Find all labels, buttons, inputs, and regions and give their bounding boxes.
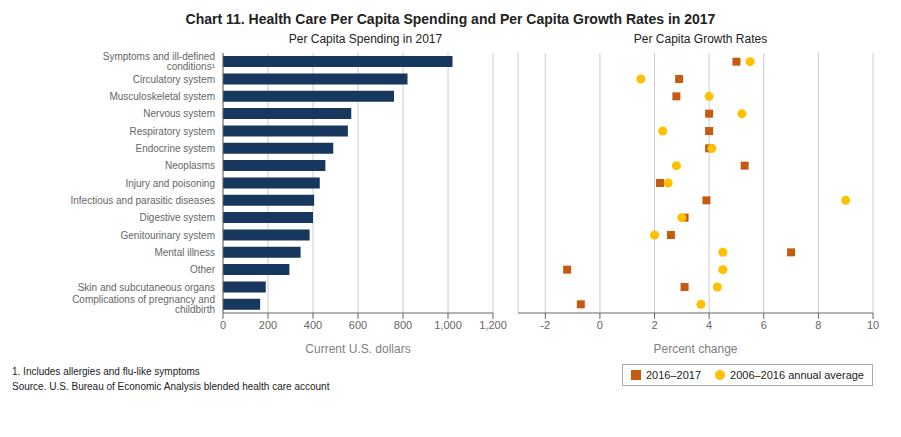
svg-text:10: 10: [867, 319, 879, 331]
svg-text:Injury and poisoning: Injury and poisoning: [125, 178, 215, 189]
svg-text:Musculoskeletal system: Musculoskeletal system: [109, 91, 215, 102]
html-text:Chart 11. Health Care Per Capi: Chart 11. Health Care Per Capita Spendin…: [185, 11, 716, 27]
svg-text:Percent change: Percent change: [653, 342, 737, 356]
svg-text:Mental illness: Mental illness: [154, 247, 215, 258]
svg-text:400: 400: [304, 319, 322, 331]
svg-text:200: 200: [259, 319, 277, 331]
html-text:2016–2017: 2016–2017: [646, 369, 701, 381]
svg-text:Other: Other: [190, 264, 216, 275]
svg-text:8: 8: [815, 319, 821, 331]
svg-text:Infectious and parasitic disea: Infectious and parasitic diseases: [70, 195, 215, 206]
svg-text:Current U.S. dollars: Current U.S. dollars: [305, 342, 410, 356]
svg-text:4: 4: [706, 319, 712, 331]
svg-text:1,000: 1,000: [434, 319, 462, 331]
svg-text:800: 800: [394, 319, 412, 331]
svg-text:1,200: 1,200: [479, 319, 507, 331]
svg-text:Endocrine system: Endocrine system: [136, 143, 215, 154]
svg-text:600: 600: [349, 319, 367, 331]
svg-text:-2: -2: [540, 319, 550, 331]
svg-text:Nervous system: Nervous system: [143, 108, 215, 119]
svg-text:2: 2: [651, 319, 657, 331]
svg-text:0: 0: [220, 319, 226, 331]
svg-text:6: 6: [761, 319, 767, 331]
html-text:Per Capita Spending in 2017: Per Capita Spending in 2017: [288, 32, 443, 46]
svg-text:0: 0: [597, 319, 603, 331]
html-text:Per Capita Growth Rates: Per Capita Growth Rates: [633, 32, 768, 46]
svg-text:Respiratory system: Respiratory system: [129, 126, 215, 137]
html-text:1. Includes allergies and flu-: 1. Includes allergies and flu-like sympt…: [12, 366, 200, 377]
svg-text:Digestive system: Digestive system: [139, 212, 215, 223]
svg-text:Genitourinary system: Genitourinary system: [121, 230, 215, 241]
svg-text:Neoplasms: Neoplasms: [165, 160, 215, 171]
svg-text:Complications of pregnancy and: Complications of pregnancy andchildbirth: [72, 294, 215, 315]
svg-text:Skin and subcutaneous organs: Skin and subcutaneous organs: [78, 282, 215, 293]
html-text:2006–2016 annual average: 2006–2016 annual average: [730, 369, 864, 381]
svg-text:Circulatory system: Circulatory system: [133, 74, 215, 85]
html-text:Source. U.S. Bureau of Economi: Source. U.S. Bureau of Economic Analysis…: [12, 381, 330, 392]
svg-text:Symptoms and ill-definedcondit: Symptoms and ill-definedconditions¹: [103, 51, 216, 72]
